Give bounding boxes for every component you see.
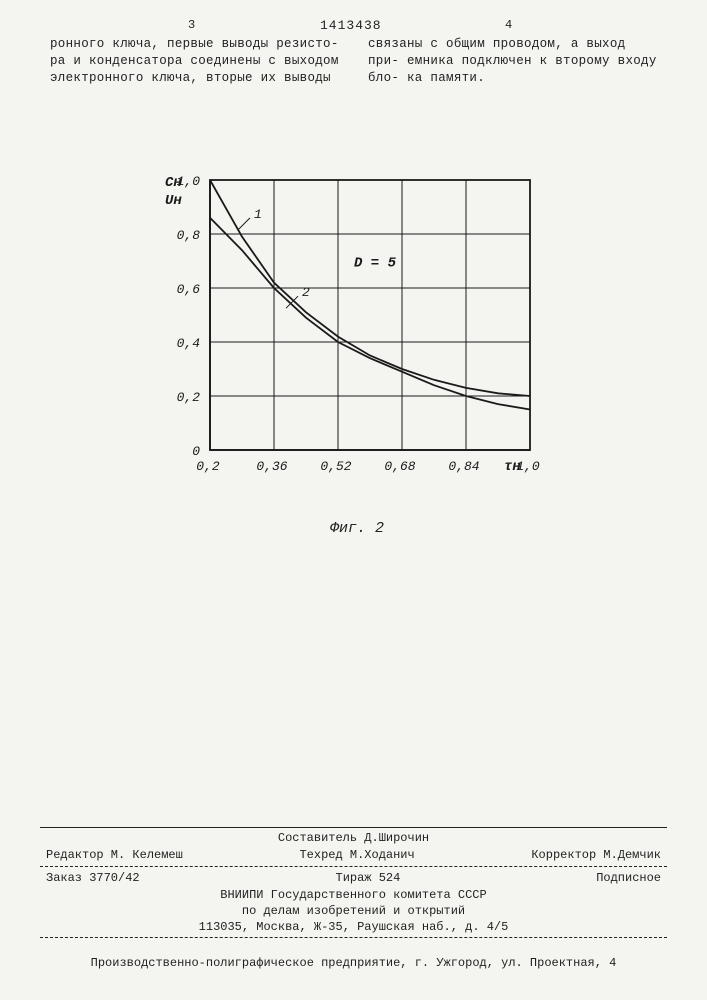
doc-number: 1413438 [320, 18, 382, 33]
svg-text:0,36: 0,36 [256, 459, 287, 474]
svg-text:0,2: 0,2 [196, 459, 220, 474]
figure-caption: Фиг. 2 [330, 520, 384, 537]
svg-text:0,4: 0,4 [177, 336, 201, 351]
body-text-right: связаны с общим проводом, а выход при- е… [368, 36, 663, 87]
page-num-left: 3 [188, 18, 195, 32]
footer-editor: Редактор М. Келемеш [46, 848, 183, 862]
svg-text:0,84: 0,84 [448, 459, 479, 474]
footer-subscription: Подписное [596, 871, 661, 885]
page-num-right: 4 [505, 18, 512, 32]
body-text-left: ронного ключа, первые выводы резисто- ра… [50, 36, 345, 87]
svg-text:2: 2 [302, 285, 310, 300]
svg-text:0,2: 0,2 [177, 390, 201, 405]
footer-tirazh: Тираж 524 [336, 871, 401, 885]
footer-corrector: Корректор М.Демчик [531, 848, 661, 862]
svg-text:0,68: 0,68 [384, 459, 415, 474]
footer-compiler: Составитель Д.Широчин [40, 830, 667, 846]
footer-org1: ВНИИПИ Государственного комитета СССР [40, 887, 667, 903]
svg-text:Cн: Cн [165, 175, 182, 191]
svg-text:0,6: 0,6 [177, 282, 201, 297]
svg-text:1: 1 [254, 207, 262, 222]
footer-org3: 113035, Москва, Ж-35, Раушская наб., д. … [40, 919, 667, 935]
footer-block: Составитель Д.Широчин Редактор М. Келеме… [40, 825, 667, 940]
svg-text:0: 0 [192, 444, 200, 459]
footer-printer: Производственно-полиграфическое предприя… [40, 956, 667, 970]
footer-techred: Техред М.Ходанич [299, 848, 414, 862]
chart-figure-2: 0,20,360,520,680,841,000,20,40,60,81,0Cн… [150, 170, 560, 500]
svg-text:0,52: 0,52 [320, 459, 351, 474]
svg-text:τн: τн [504, 459, 521, 475]
svg-text:D = 5: D = 5 [354, 255, 397, 271]
svg-text:0,8: 0,8 [177, 228, 201, 243]
svg-text:Uн: Uн [165, 193, 182, 209]
footer-org2: по делам изобретений и открытий [40, 903, 667, 919]
footer-order: Заказ 3770/42 [46, 871, 140, 885]
